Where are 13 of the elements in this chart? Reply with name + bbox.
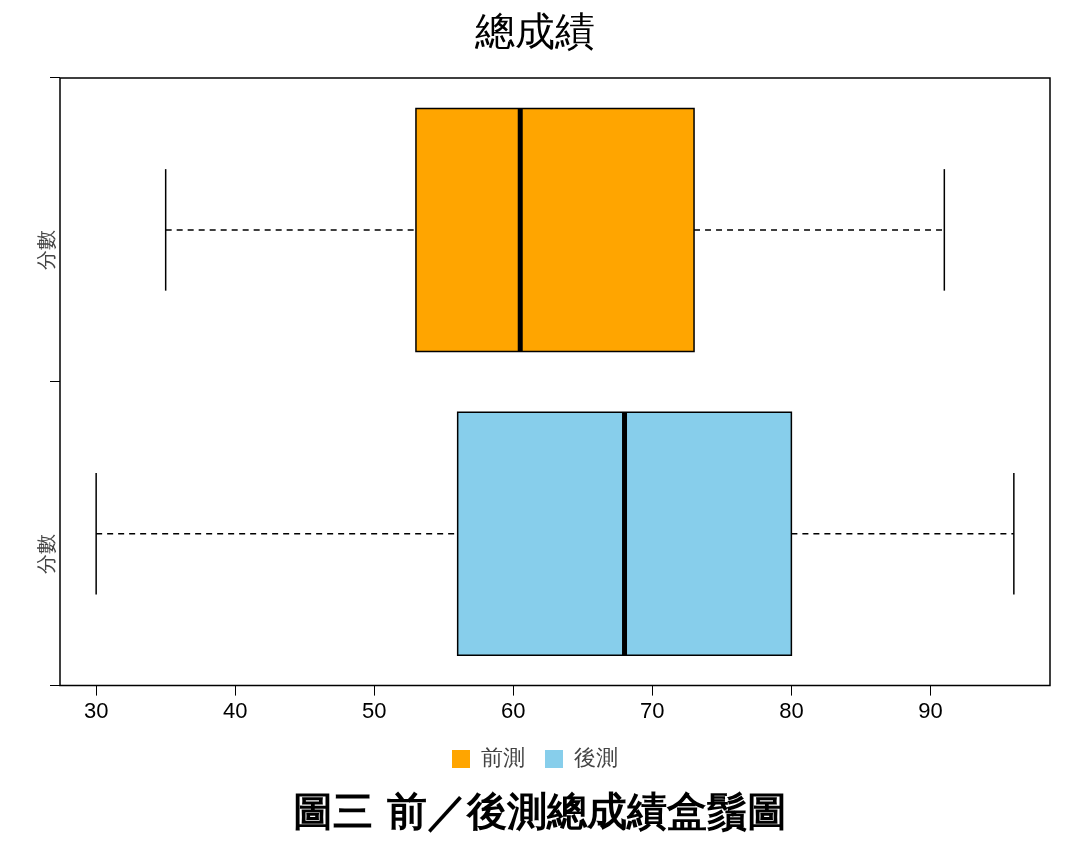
x-tick-label: 80 xyxy=(779,697,804,723)
legend-label: 前測 xyxy=(481,745,525,771)
text: 圖三 前／後測總成績盒鬚圖 xyxy=(292,787,788,836)
x-tick-label: 40 xyxy=(222,697,248,723)
x-tick-label: 60 xyxy=(501,697,526,723)
legend-label: 後測 xyxy=(574,745,618,771)
y-tick-label: 分數 xyxy=(34,229,57,270)
x-tick-label: 30 xyxy=(83,697,109,723)
x-tick-label: 90 xyxy=(918,697,943,723)
y-tick-label: 分數 xyxy=(34,533,57,574)
chart-title: 總成績 xyxy=(474,9,595,54)
x-tick-label: 70 xyxy=(640,697,665,723)
x-tick-label: 50 xyxy=(362,697,387,723)
